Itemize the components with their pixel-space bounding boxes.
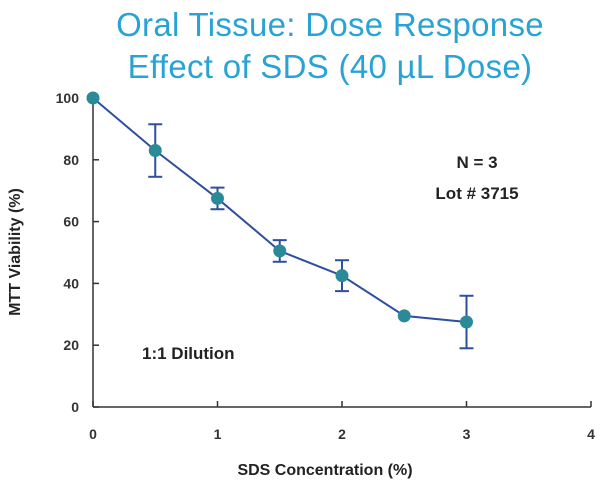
data-point <box>335 269 349 283</box>
data-point <box>460 315 473 329</box>
y-axis-label: MTT Viability (%) <box>7 188 24 316</box>
data-series <box>86 91 474 350</box>
y-tick-label: 40 <box>63 275 79 291</box>
x-tick-label: 3 <box>463 426 471 442</box>
y-tick-label: 80 <box>63 152 79 168</box>
y-tick-label: 100 <box>56 90 80 106</box>
data-point <box>86 91 100 105</box>
x-tick-label: 0 <box>89 426 97 442</box>
data-point <box>211 191 224 205</box>
x-axis-label: SDS Concentration (%) <box>237 462 412 479</box>
chart-title-line1: Oral Tissue: Dose Response <box>116 6 544 43</box>
data-point <box>273 244 287 258</box>
dilution-annotation: 1:1 Dilution <box>142 344 235 363</box>
lot-annotation: Lot # 3715 <box>435 184 518 203</box>
series-line <box>92 97 467 324</box>
data-point <box>397 309 411 323</box>
n-annotation: N = 3 <box>456 153 497 172</box>
chart-title: Oral Tissue: Dose Response Effect of SDS… <box>0 4 600 88</box>
x-tick-label: 1 <box>214 426 222 442</box>
x-tick-label: 4 <box>587 426 595 442</box>
axes <box>92 95 592 408</box>
y-tick-label: 20 <box>63 337 79 353</box>
data-point <box>148 144 162 158</box>
y-tick-label: 60 <box>63 214 79 230</box>
y-tick-label: 0 <box>71 399 79 415</box>
x-tick-label: 2 <box>338 426 346 442</box>
chart-title-line2: Effect of SDS (40 µL Dose) <box>127 48 533 85</box>
